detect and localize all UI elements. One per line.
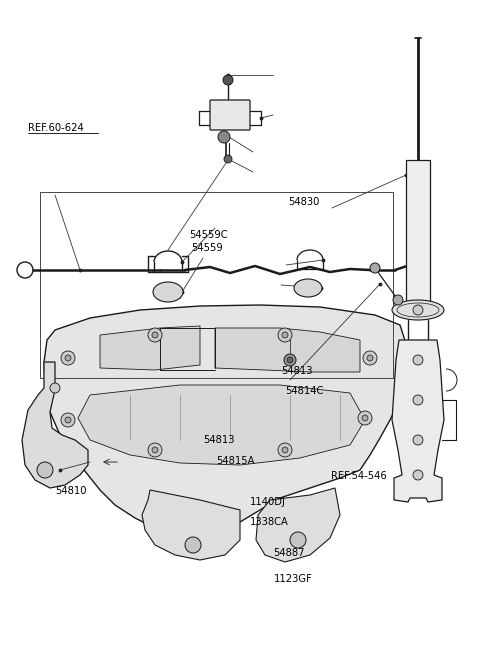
Text: 54810: 54810: [55, 485, 87, 496]
Circle shape: [61, 413, 75, 427]
Circle shape: [358, 411, 372, 425]
Circle shape: [284, 354, 296, 366]
Circle shape: [152, 447, 158, 453]
Circle shape: [185, 537, 201, 553]
Polygon shape: [392, 340, 444, 502]
Ellipse shape: [294, 279, 322, 297]
Polygon shape: [44, 305, 408, 535]
Circle shape: [362, 415, 368, 421]
Bar: [406, 160, 430, 310]
FancyBboxPatch shape: [210, 100, 250, 130]
Polygon shape: [215, 328, 360, 372]
Ellipse shape: [153, 282, 183, 302]
Polygon shape: [142, 490, 240, 560]
Polygon shape: [100, 326, 200, 370]
Circle shape: [37, 462, 53, 478]
Polygon shape: [78, 385, 365, 465]
Circle shape: [218, 131, 230, 143]
Text: 1123GF: 1123GF: [274, 573, 312, 584]
Text: 54559: 54559: [191, 243, 223, 253]
Circle shape: [413, 395, 423, 405]
Circle shape: [287, 357, 293, 363]
Circle shape: [413, 355, 423, 365]
Text: 54559C: 54559C: [190, 230, 228, 240]
Text: 54813: 54813: [281, 365, 312, 376]
Circle shape: [413, 305, 423, 315]
Circle shape: [65, 417, 71, 423]
Text: REF.54-546: REF.54-546: [331, 471, 387, 482]
Text: 54830: 54830: [288, 197, 319, 207]
Circle shape: [148, 443, 162, 457]
Circle shape: [367, 355, 373, 361]
Circle shape: [50, 383, 60, 393]
Circle shape: [61, 351, 75, 365]
Circle shape: [363, 351, 377, 365]
Circle shape: [282, 447, 288, 453]
Circle shape: [282, 332, 288, 338]
Circle shape: [413, 435, 423, 445]
Circle shape: [224, 155, 232, 163]
Circle shape: [223, 75, 233, 85]
Circle shape: [278, 443, 292, 457]
Text: 1140DJ: 1140DJ: [250, 497, 286, 508]
Circle shape: [65, 355, 71, 361]
Text: 1338CA: 1338CA: [250, 517, 288, 527]
Polygon shape: [256, 488, 340, 562]
Text: 54815A: 54815A: [216, 456, 254, 466]
Circle shape: [290, 532, 306, 548]
Circle shape: [278, 328, 292, 342]
Circle shape: [370, 263, 380, 273]
Text: 54887: 54887: [274, 548, 305, 558]
Circle shape: [413, 470, 423, 480]
Bar: [40, 192, 393, 378]
Text: 54813: 54813: [204, 434, 235, 445]
Text: REF.60-624: REF.60-624: [28, 123, 84, 133]
Circle shape: [393, 295, 403, 305]
Circle shape: [148, 328, 162, 342]
Polygon shape: [22, 362, 88, 488]
Ellipse shape: [392, 300, 444, 320]
Circle shape: [152, 332, 158, 338]
Text: 54814C: 54814C: [286, 386, 324, 396]
